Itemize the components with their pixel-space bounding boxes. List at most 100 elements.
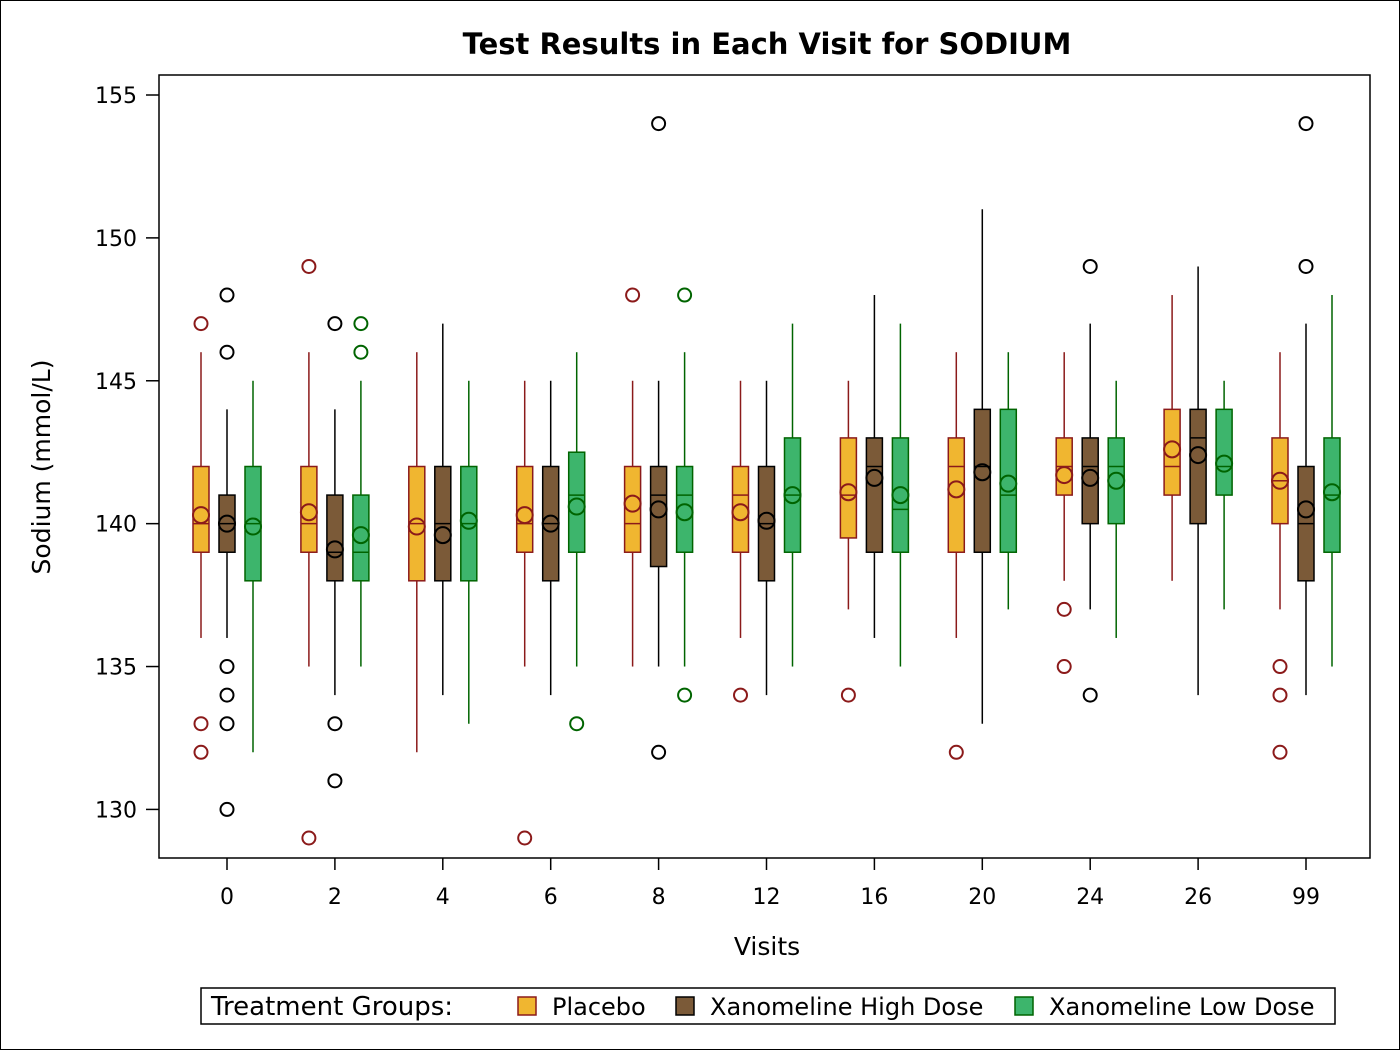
outlier-point <box>327 316 343 332</box>
x-tick-label: 20 <box>968 885 996 910</box>
box <box>947 352 966 760</box>
outlier-point <box>193 716 209 732</box>
box-body <box>192 465 210 553</box>
box <box>192 316 210 760</box>
mean-marker <box>218 514 236 533</box>
legend: Treatment Groups: Placebo Xanomeline High… <box>200 987 1336 1025</box>
box-body <box>839 437 858 539</box>
mean-marker <box>1055 466 1074 485</box>
box <box>567 352 586 732</box>
outlier-point <box>1298 116 1314 132</box>
box <box>839 380 858 703</box>
box <box>1163 295 1182 581</box>
box <box>515 380 534 846</box>
outlier-point <box>327 773 343 789</box>
x-tick-label: 6 <box>544 885 558 910</box>
box <box>1055 352 1074 675</box>
mean-marker <box>649 500 668 519</box>
mean-marker <box>541 514 560 533</box>
box-body <box>515 465 534 553</box>
box <box>865 295 884 638</box>
box <box>731 380 750 703</box>
box <box>351 316 370 667</box>
x-tick-label: 26 <box>1184 885 1212 910</box>
series-placebo <box>192 258 1289 846</box>
series-xanomeline-high-dose <box>218 116 1315 817</box>
outlier-point <box>1082 687 1098 703</box>
y-tick-label: 130 <box>95 798 137 823</box>
box <box>218 287 236 817</box>
y-axis: 130 135 140 145 150 155 <box>95 84 159 823</box>
mean-marker <box>783 486 802 505</box>
x-tick-label: 8 <box>652 885 666 910</box>
box-body <box>1215 408 1233 496</box>
outlier-point <box>1298 258 1314 274</box>
box <box>1271 352 1289 760</box>
y-tick-label: 135 <box>95 656 137 681</box>
box <box>649 116 668 760</box>
box-body <box>300 465 318 553</box>
mean-marker <box>407 517 426 536</box>
outlier-point <box>219 687 235 703</box>
outlier-point <box>193 744 209 760</box>
outlier-point <box>353 316 369 332</box>
outlier-point <box>948 744 964 760</box>
mean-marker <box>192 506 210 525</box>
legend-frame <box>200 987 1336 1025</box>
mean-marker <box>299 503 318 522</box>
x-tick-label: 0 <box>220 885 234 910</box>
mean-marker <box>1189 446 1208 465</box>
box-body <box>623 465 642 553</box>
outlier-point <box>219 287 235 303</box>
x-tick-label: 12 <box>753 885 781 910</box>
mean-marker <box>515 506 534 525</box>
mean-marker <box>891 486 910 505</box>
box <box>459 380 478 724</box>
mean-marker <box>1163 440 1182 459</box>
outlier-point <box>301 258 317 274</box>
box-body <box>891 437 910 553</box>
outlier-point <box>219 659 235 675</box>
box <box>325 316 344 789</box>
mean-marker <box>1271 471 1289 490</box>
chart-title: Test Results in Each Visit for SODIUM <box>463 27 1072 61</box>
x-tick-label: 2 <box>328 885 342 910</box>
box <box>541 380 560 696</box>
outlier-point <box>625 287 641 303</box>
x-axis-label: Visits <box>734 932 800 961</box>
mean-marker <box>1107 471 1126 490</box>
outlier-point <box>193 316 209 332</box>
box <box>999 352 1018 610</box>
mean-marker <box>351 526 370 545</box>
mean-marker <box>973 463 992 482</box>
y-tick-label: 145 <box>95 370 137 395</box>
mean-marker <box>459 511 478 530</box>
mean-marker <box>244 517 262 536</box>
box-body <box>567 451 586 553</box>
mean-marker <box>1297 500 1315 519</box>
mean-marker <box>675 503 694 522</box>
box <box>675 287 694 703</box>
box-series-group <box>192 116 1341 846</box>
legend-items: Placebo Xanomeline High Dose Xanomeline Lo… <box>517 993 1314 1021</box>
outlier-point <box>840 687 856 703</box>
outlier-point <box>733 687 748 703</box>
y-tick-label: 140 <box>95 513 137 538</box>
x-tick-label: 4 <box>436 885 450 910</box>
outlier-point <box>327 716 343 732</box>
legend-entry: Xanomeline High Dose <box>710 993 983 1021</box>
x-tick-label: 16 <box>860 885 888 910</box>
outlier-point <box>651 116 667 132</box>
mean-marker <box>1081 468 1100 487</box>
box-body <box>352 494 370 582</box>
outlier-point <box>569 716 585 732</box>
mean-marker <box>947 480 966 499</box>
box-body <box>1107 437 1125 525</box>
outlier-point <box>677 687 693 703</box>
legend-entry: Xanomeline Low Dose <box>1049 993 1314 1021</box>
box <box>623 287 642 667</box>
plot-area <box>158 74 1371 859</box>
outlier-point <box>1272 659 1288 675</box>
outlier-point <box>517 830 533 846</box>
